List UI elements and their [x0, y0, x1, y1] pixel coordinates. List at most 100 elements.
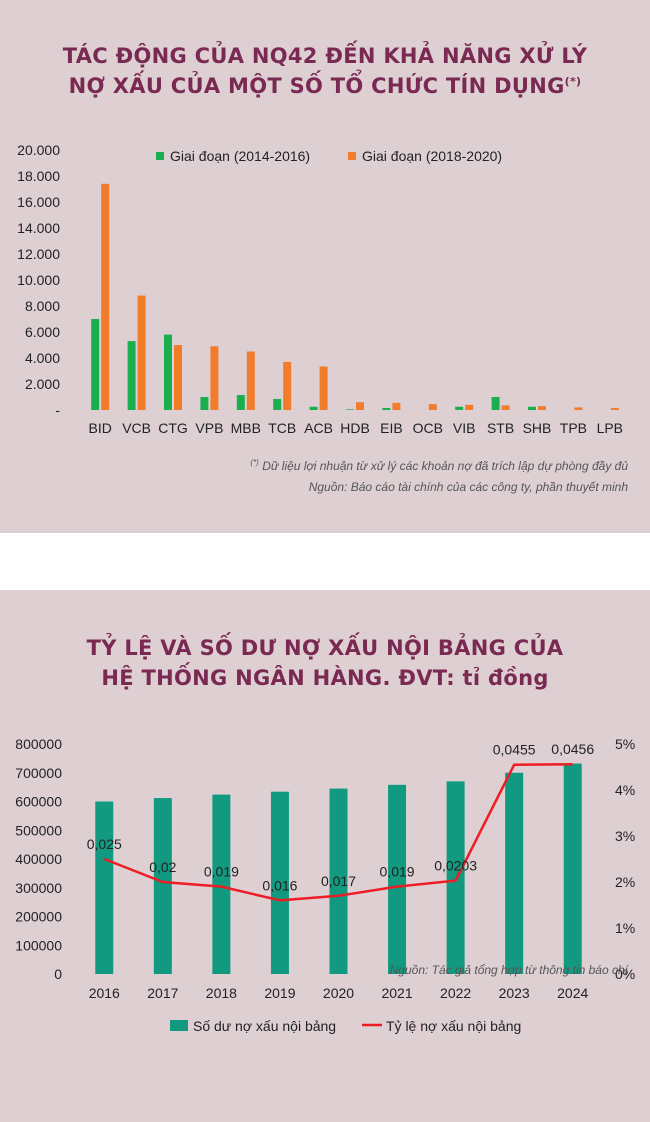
y-right-tick-label: 0%	[615, 966, 635, 982]
y-left-tick-label: 400000	[15, 851, 62, 867]
bar-series1-MBB	[236, 395, 245, 410]
x-tick-label: 2022	[440, 985, 471, 1001]
x-tick-label: 2018	[206, 985, 237, 1001]
bar-series1-CTG	[164, 334, 172, 410]
bar-series2-ACB	[319, 366, 328, 410]
y-tick-label: 10.000	[17, 272, 60, 288]
y-right-tick-label: 2%	[615, 874, 635, 890]
legend-label-series1: Giai đoạn (2014-2016)	[170, 148, 310, 164]
bar-series2-LPB	[610, 408, 619, 410]
x-tick-label: 2020	[323, 985, 354, 1001]
legend-swatch-series1	[156, 152, 164, 160]
chart1-note: (*) Dữ liệu lợi nhuận từ xử lý các khoản…	[250, 458, 628, 473]
line-data-label: 0,019	[380, 864, 415, 880]
chart1-plot: 20.000 18.000 16.000 14.000 12.000 10.000 8.00…	[17, 142, 623, 436]
bar-series2-VPB	[210, 346, 219, 410]
bar-2022	[446, 781, 465, 974]
x-tick-label: SHB	[523, 420, 552, 436]
x-tick-label: 2017	[147, 985, 178, 1001]
x-tick-label: BID	[89, 420, 112, 436]
x-tick-label: MBB	[231, 420, 261, 436]
y-left-tick-label: 0	[54, 966, 62, 982]
bar-series2-HDB	[356, 402, 364, 410]
bar-series1-EIB	[382, 408, 391, 410]
chart2-source: Nguồn: Tác giả tổng hợp từ thông tin báo…	[389, 963, 628, 977]
bar-2018	[212, 794, 231, 974]
bar-series2-MBB	[246, 351, 255, 410]
chart1-title-line1: TÁC ĐỘNG CỦA NQ42 ĐẾN KHẢ NĂNG XỬ LÝ	[62, 44, 588, 68]
line-data-label: 0,019	[204, 864, 239, 880]
x-tick-label: OCB	[413, 420, 443, 436]
x-tick-label: TPB	[560, 420, 587, 436]
bar-series1-VCB	[127, 341, 136, 410]
x-tick-label: 2023	[499, 985, 530, 1001]
bar-series2-TCB	[283, 361, 292, 410]
bar-series2-BID	[101, 183, 110, 410]
chart2-title-line1: TỶ LỆ VÀ SỐ DƯ NỢ XẤU NỘI BẢNG CỦA	[86, 636, 564, 660]
x-tick-label: 2016	[89, 985, 120, 1001]
line-data-label: 0,025	[87, 836, 122, 852]
bar-series1-SHB	[528, 406, 536, 410]
x-tick-label: 2024	[557, 985, 588, 1001]
y-left-tick-label: 100000	[15, 937, 62, 953]
y-tick-label: 6.000	[25, 324, 60, 340]
x-tick-label: 2021	[381, 985, 412, 1001]
bar-2024	[563, 763, 582, 974]
y-left-tick-label: 800000	[15, 736, 62, 752]
x-tick-label: VPB	[195, 420, 223, 436]
y-left-tick-label: 600000	[15, 794, 62, 810]
bar-series1-TCB	[273, 398, 282, 410]
y-left-tick-label: 700000	[15, 765, 62, 781]
x-tick-label: HDB	[340, 420, 370, 436]
bar-series2-OCB	[428, 404, 437, 410]
line-ty-le-no-xau	[103, 762, 573, 902]
x-tick-label: TCB	[268, 420, 296, 436]
bar-series1-STB	[491, 397, 500, 410]
bar-series1-VPB	[200, 397, 209, 410]
y-right-tick-label: 4%	[615, 782, 635, 798]
x-tick-label: CTG	[158, 420, 188, 436]
legend-label-line: Tỷ lệ nợ xấu nội bảng	[386, 1018, 521, 1034]
x-tick-label: VCB	[122, 420, 151, 436]
line-data-label: 0,016	[262, 877, 297, 893]
y-right-tick-label: 1%	[615, 920, 635, 936]
bar-series1-HDB	[346, 409, 354, 410]
y-right-tick-label: 5%	[615, 736, 635, 752]
bar-series2-EIB	[392, 402, 401, 410]
y-tick-label: 2.000	[25, 376, 60, 392]
line-data-label: 0,0203	[434, 858, 477, 874]
x-tick-label: ACB	[304, 420, 333, 436]
y-right-tick-label: 3%	[615, 828, 635, 844]
bar-series2-VCB	[137, 295, 146, 410]
bar-series1-VIB	[455, 406, 464, 410]
chart1-source: Nguồn: Báo cáo tài chính của các công ty…	[308, 480, 628, 494]
y-tick-label: 12.000	[17, 246, 60, 262]
chart2-plot: 800000 700000 600000 500000 400000 300000 2000…	[15, 736, 635, 1034]
x-tick-label: EIB	[380, 420, 403, 436]
chart1-title-line2: NỢ XẤU CỦA MỘT SỐ TỔ CHỨC TÍN DỤNG(*)	[68, 74, 582, 98]
bar-series2-CTG	[174, 345, 182, 410]
legend-label-bar: Số dư nợ xấu nội bảng	[193, 1018, 336, 1034]
bar-2016	[95, 801, 114, 974]
line-data-label: 0,017	[321, 873, 356, 889]
legend-label-series2: Giai đoạn (2018-2020)	[362, 148, 502, 164]
bar-series2-STB	[501, 405, 510, 410]
bar-series1-ACB	[309, 406, 318, 410]
y-tick-label: 16.000	[17, 194, 60, 210]
x-tick-label: STB	[487, 420, 514, 436]
chart2-panel: TỶ LỆ VÀ SỐ DƯ NỢ XẤU NỘI BẢNG CỦA HỆ TH…	[0, 590, 650, 1122]
bar-2023	[505, 772, 524, 974]
bar-2021	[388, 784, 407, 974]
bar-series2-SHB	[538, 406, 546, 410]
bar-2017	[153, 798, 172, 974]
x-tick-label: VIB	[453, 420, 476, 436]
line-data-label: 0,0456	[551, 741, 594, 757]
legend-swatch-series2	[348, 152, 356, 160]
y-tick-label: 14.000	[17, 220, 60, 236]
line-data-label: 0,02	[149, 859, 176, 875]
y-tick-label: -	[55, 402, 60, 418]
y-left-tick-label: 500000	[15, 822, 62, 838]
y-tick-label: 18.000	[17, 168, 60, 184]
chart2-title-line2: HỆ THỐNG NGÂN HÀNG. ĐVT: tỉ đồng	[101, 666, 549, 690]
y-left-tick-label: 300000	[15, 880, 62, 896]
